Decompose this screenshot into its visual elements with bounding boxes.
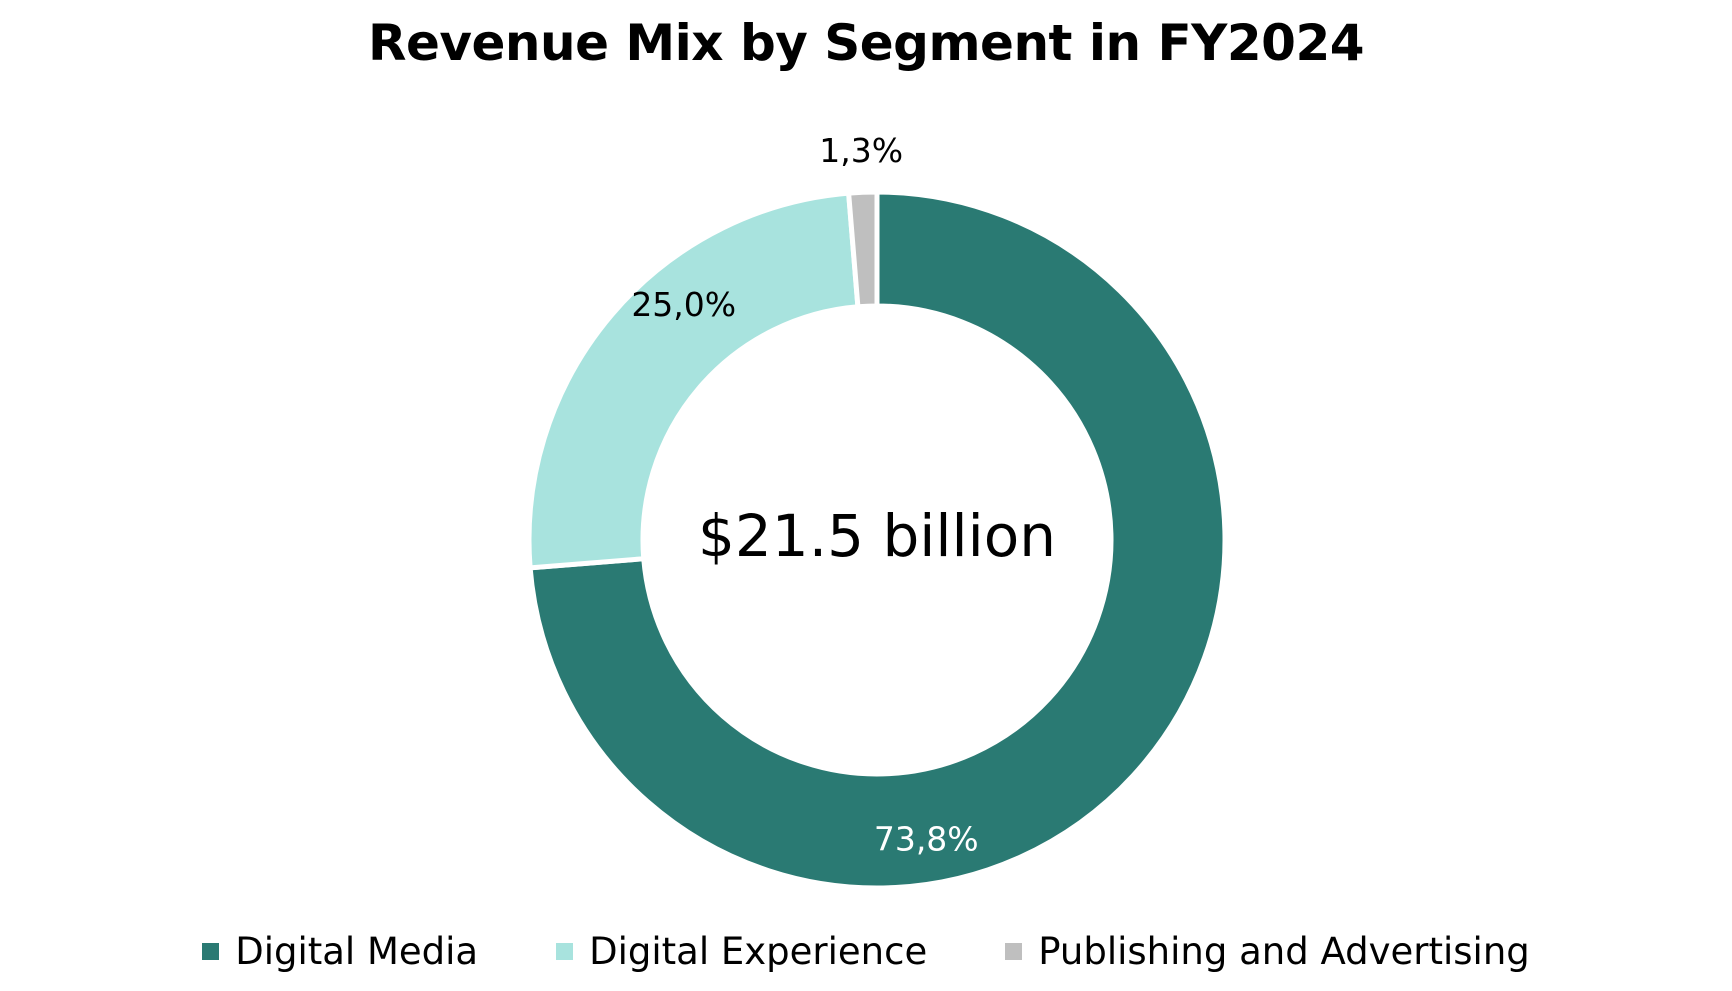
slice-digital-media [527,189,1228,891]
data-label-digital-experience: 25,0% [631,285,736,324]
legend-item-publishing-and-advertising: Publishing and Advertising [1005,930,1530,973]
legend: Digital Media Digital Experience Publishin… [0,930,1732,973]
legend-item-digital-experience: Digital Experience [556,930,927,973]
slice-digital-experience [526,190,861,571]
chart-title: Revenue Mix by Segment in FY2024 [367,14,1365,72]
legend-swatch-digital-experience [556,943,574,960]
legend-label-digital-experience: Digital Experience [589,930,928,973]
slice-publishing-and-advertising [845,189,880,310]
slices-layer [526,189,1228,891]
data-label-digital-media: 73,8% [874,819,979,858]
labels-layer: 73,8% 25,0% 1,3% [631,131,978,859]
center-total-label: $21.5 billion [698,502,1056,570]
legend-swatch-publishing-and-advertising [1005,943,1023,960]
legend-label-publishing-and-advertising: Publishing and Advertising [1038,930,1530,973]
data-label-publishing-and-advertising: 1,3% [819,131,903,170]
legend-swatch-digital-media [202,943,220,960]
legend-item-digital-media: Digital Media [202,930,478,973]
legend-label-digital-media: Digital Media [235,930,479,973]
